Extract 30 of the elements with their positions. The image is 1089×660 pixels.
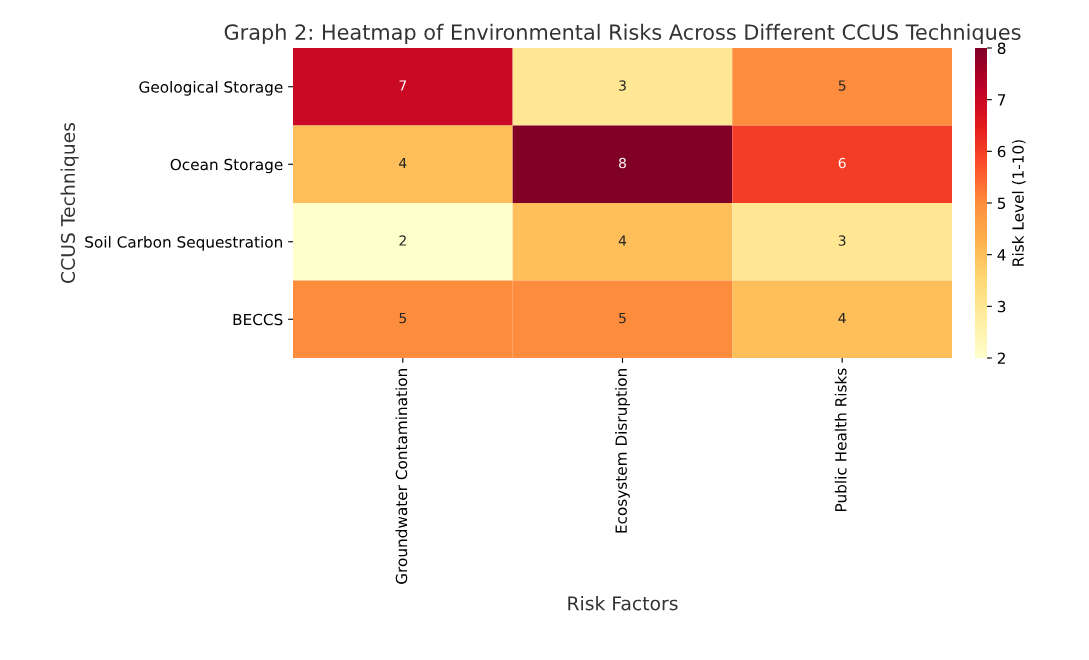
data-label: 5 xyxy=(619,312,626,324)
data-label: 4 xyxy=(838,312,846,324)
chart-title: Graph 2: Heatmap of Environmental Risks Across Different CCUS Techniques xyxy=(224,23,1021,44)
data-label: 8 xyxy=(619,157,626,169)
color-bar-label: 2 xyxy=(997,352,1005,364)
data-label: 3 xyxy=(838,235,846,246)
y-tick-label: BECCS xyxy=(233,313,283,326)
x-tick-label: Groundwater Contamination xyxy=(395,369,408,584)
data-label: 4 xyxy=(399,157,407,169)
data-label: 5 xyxy=(399,312,407,324)
data-label: 4 xyxy=(618,235,627,246)
y-axis-title: CCUS Techniques xyxy=(60,122,79,283)
y-tick-label: Geological Storage xyxy=(139,80,283,96)
data-label: 6 xyxy=(838,157,846,169)
x-tick-label: Ecosystem Disruption xyxy=(615,369,630,533)
x-tick-label: Public Health Risks xyxy=(834,368,847,511)
color-bar-label: 5 xyxy=(997,197,1006,210)
color-bar-label: 6 xyxy=(997,145,1006,158)
color-bar-label: 4 xyxy=(997,249,1006,261)
color-bar-label: 7 xyxy=(997,94,1006,106)
color-bar-title: Risk Level (1-10) xyxy=(1012,140,1026,266)
color-bar-label: 3 xyxy=(997,300,1006,313)
data-label: 3 xyxy=(619,80,626,91)
color-bar-label: 8 xyxy=(997,42,1006,55)
data-label: 2 xyxy=(399,235,406,246)
data-label: 5 xyxy=(838,80,846,91)
y-tick-label: Ocean Storage xyxy=(170,158,283,174)
y-tick-label: Soil Carbon Sequestration xyxy=(85,235,282,251)
data-label: 7 xyxy=(399,80,407,91)
x-axis-title: Risk Factors xyxy=(568,595,678,611)
